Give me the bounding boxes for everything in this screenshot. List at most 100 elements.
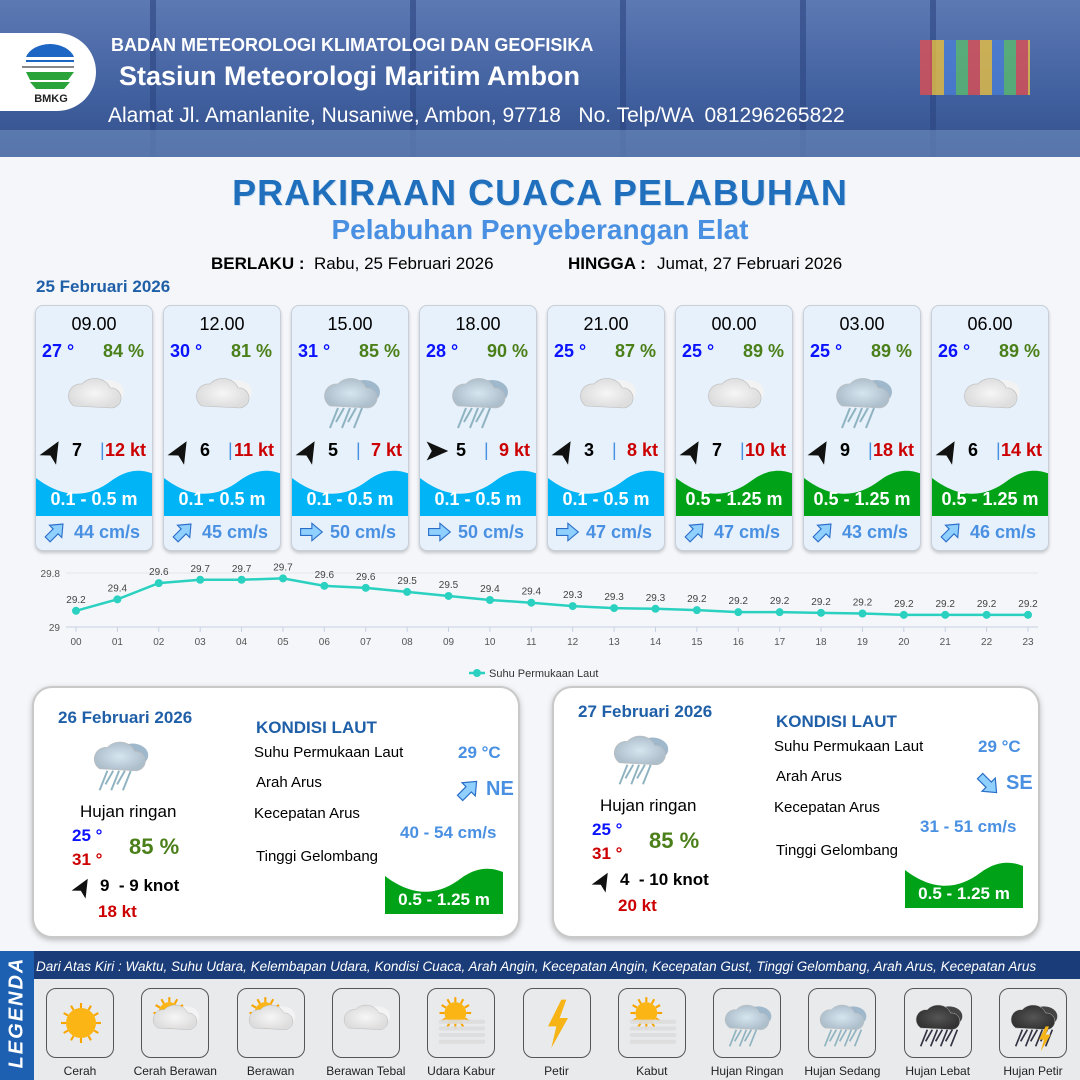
wave-icon (804, 466, 920, 516)
card-humidity: 87 % (614, 341, 656, 361)
card-wave-height: 0.5 - 1.25 m (941, 489, 1039, 509)
wave-icon (36, 466, 152, 516)
separator: | (100, 440, 105, 460)
legend-title: LEGENDA (5, 956, 28, 1069)
hujan-ringan-icon (86, 728, 156, 803)
card-wind-speed: 7 (72, 440, 83, 460)
gust: 20 kt (618, 896, 657, 915)
card-wave-height: 0.1 - 0.5 m (306, 489, 394, 509)
data-point (982, 610, 991, 619)
data-label: 29.2 (729, 596, 749, 607)
berawan-icon (236, 988, 305, 1058)
hujan-ringan-icon (606, 722, 676, 797)
card-current-speed: 50 cm/s (458, 522, 525, 542)
data-point (610, 604, 619, 613)
station-address: Alamat Jl. Amanlanite, Nusaniwe, Ambon, … (108, 104, 845, 127)
x-tick-label: 17 (774, 637, 786, 648)
separator: | (612, 440, 617, 460)
wave-icon (292, 466, 408, 516)
berawan-tebal-icon (700, 364, 772, 436)
sst-line (75, 577, 1028, 617)
data-label: 29.2 (66, 595, 86, 606)
sst-label: Suhu Permukaan Laut (774, 738, 924, 755)
card-humidity: 89 % (870, 341, 912, 361)
wind-speed: 4 - 10 knot (620, 870, 709, 889)
separator: | (484, 440, 489, 460)
legend-label: Hujan Petir (1003, 1064, 1063, 1078)
legend-label: Suhu Permukaan Laut (489, 668, 598, 680)
sea-condition-title: KONDISI LAUT (776, 712, 897, 731)
current-direction: NE (486, 778, 514, 800)
card-temperature: 28 ° (426, 341, 459, 361)
x-tick-label: 10 (484, 637, 496, 648)
legend-label: Kabut (636, 1064, 668, 1078)
card-wind-speed: 3 (584, 440, 595, 460)
legend-marker (473, 669, 481, 677)
forecast-card: 18.00 28 ° 90 % 5 | 9 kt 0.1 - 0.5 m 50 … (419, 305, 537, 551)
card-time: 18.00 (455, 314, 501, 334)
current-direction-icon (682, 519, 708, 545)
data-label: 29.2 (811, 597, 831, 608)
card-gust: 12 kt (104, 440, 146, 460)
x-tick-label: 02 (153, 637, 165, 648)
wave-icon (164, 466, 280, 516)
card-wave-height: 0.1 - 0.5 m (50, 489, 138, 509)
current-direction-label: Arah Arus (256, 774, 322, 791)
berawan-tebal-icon (188, 364, 260, 436)
card-time: 15.00 (327, 314, 373, 334)
legend-label: Hujan Lebat (905, 1064, 971, 1078)
data-point (858, 609, 867, 618)
forecast-card: 03.00 25 ° 89 % 9 | 18 kt 0.5 - 1.25 m 4… (803, 305, 921, 551)
card-time: 03.00 (839, 314, 885, 334)
card-humidity: 89 % (742, 341, 784, 361)
card-time: 09.00 (71, 314, 117, 334)
valid-from: Rabu, 25 Februari 2026 (314, 254, 494, 273)
card-wave-height: 0.1 - 0.5 m (178, 489, 266, 509)
gust: 18 kt (98, 902, 137, 921)
legend-label: Berawan (246, 1064, 295, 1078)
hujan-petir-icon (999, 988, 1067, 1058)
data-label: 29.7 (190, 564, 210, 575)
data-point (154, 579, 163, 588)
data-point (734, 608, 743, 617)
card-time: 06.00 (967, 314, 1013, 334)
wave-height-label: Tinggi Gelombang (256, 848, 379, 865)
y-tick-label: 29.8 (41, 569, 61, 580)
sst-chart: 29 29.8 00 29.2 01 29.4 02 29.6 03 29.7 04 29.7 05 29… (41, 562, 1039, 680)
data-point (692, 606, 701, 615)
legend-label: Udara Kabur (427, 1064, 496, 1078)
svg-text:BMKG: BMKG (34, 93, 68, 105)
current-direction-icon (554, 519, 580, 545)
panel-date: 26 Februari 2026 (58, 708, 193, 727)
data-point (817, 608, 826, 617)
wave-icon (548, 466, 664, 516)
temp-min: 25 ° (592, 820, 623, 839)
separator: | (868, 440, 873, 460)
forecast-card: 21.00 25 ° 87 % 3 | 8 kt 0.1 - 0.5 m 47 … (547, 305, 665, 551)
legend-label: Cerah Berawan (133, 1064, 217, 1078)
card-wind-speed: 6 (968, 440, 979, 460)
wind-direction-icon (591, 870, 614, 897)
card-wave-height: 0.5 - 1.25 m (685, 489, 783, 509)
x-tick-label: 03 (195, 637, 207, 648)
current-direction-icon (974, 770, 1002, 803)
temp-max: 31 ° (72, 850, 103, 869)
wind-speed: 9 - 9 knot (100, 876, 180, 895)
weather-description: Hujan ringan (600, 796, 697, 815)
berawan-tebal-icon (60, 364, 132, 436)
separator: | (740, 440, 745, 460)
wind-direction-icon (551, 438, 582, 465)
forecast-card: 06.00 26 ° 89 % 6 | 14 kt 0.5 - 1.25 m 4… (931, 305, 1049, 551)
card-humidity: 81 % (230, 341, 272, 361)
wind-direction-icon (295, 438, 326, 465)
data-label: 29.4 (108, 583, 128, 594)
wave-icon (905, 858, 1023, 913)
day1-date: 25 Februari 2026 (36, 277, 171, 296)
legend-label: Hujan Sedang (804, 1064, 881, 1078)
legend-label: Petir (544, 1064, 569, 1078)
wind-direction-icon (807, 438, 838, 465)
x-tick-label: 06 (319, 637, 331, 648)
x-tick-label: 09 (443, 637, 455, 648)
x-tick-label: 07 (360, 637, 372, 648)
data-point (941, 610, 950, 619)
